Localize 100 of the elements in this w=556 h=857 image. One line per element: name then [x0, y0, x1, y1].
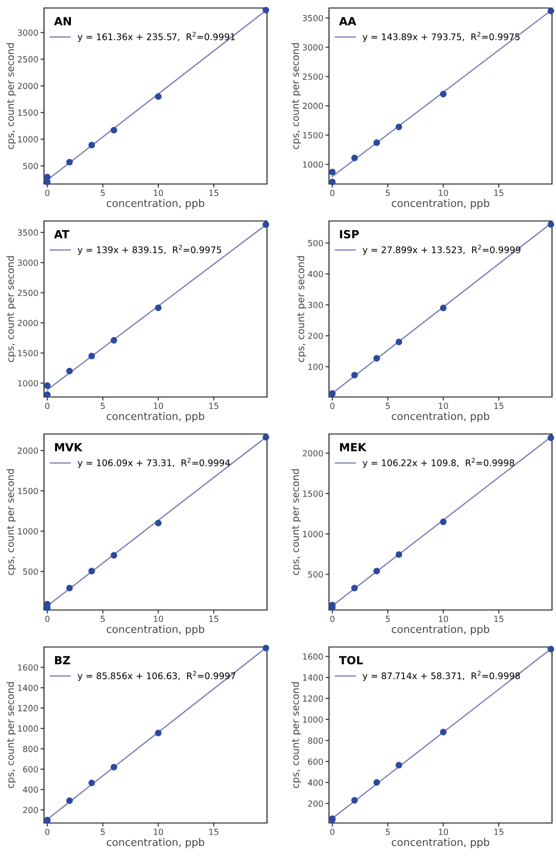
y-axis-title: cps, count per second — [6, 682, 16, 788]
x-tick-label: 10 — [438, 616, 448, 622]
y-tick-label: 2000 — [18, 82, 38, 90]
legend-label: y = 161.36x + 235.57, R$^{2}$=0.9991 — [78, 32, 235, 42]
y-tick-label: 1000 — [18, 725, 38, 732]
y-tick-label: 1400 — [303, 674, 323, 681]
y-tick-label: 2500 — [302, 74, 323, 80]
y-axis-title: cps, count per second — [296, 256, 306, 362]
x-tick-label: 10 — [154, 828, 164, 836]
x-axis-title: concentration, ppb — [106, 838, 204, 848]
y-tick-label: 400 — [22, 786, 38, 793]
x-tick-label: 15 — [209, 616, 218, 622]
legend-label: y = 27.899x + 13.523, R$^{2}$=0.9999 — [362, 244, 520, 255]
x-tick-label: 5 — [386, 402, 390, 410]
x-tick-label: 15 — [209, 402, 218, 410]
text: AA — [339, 17, 356, 26]
y-axis-title: cps, count per second — [6, 469, 16, 576]
y-axis-title: cps, count per second — [291, 682, 301, 788]
x-tick-label: 10 — [438, 828, 448, 836]
y-tick-label: 1600 — [303, 653, 323, 660]
x-tick-label: 15 — [209, 190, 218, 196]
x-tick-label: 0 — [45, 190, 50, 196]
y-tick-label: 2500 — [18, 290, 38, 296]
x-tick-label: 10 — [438, 402, 448, 410]
x-tick-label: 10 — [438, 190, 448, 196]
y-tick-label: 100 — [308, 364, 323, 370]
x-axis-title: concentration, ppb — [106, 625, 204, 636]
x-tick-label: 0 — [330, 402, 334, 410]
x-tick-label: 10 — [154, 402, 164, 410]
y-tick-label: 1200 — [303, 695, 323, 702]
y-tick-label: 500 — [23, 162, 38, 170]
y-tick-label: 300 — [308, 302, 323, 308]
y-tick-label: 200 — [308, 800, 323, 807]
x-tick-label: 0 — [330, 828, 334, 836]
y-tick-label: 1000 — [18, 136, 38, 142]
y-tick-label: 2000 — [302, 450, 323, 456]
x-tick-label: 5 — [100, 402, 105, 410]
y-tick-label: 800 — [308, 737, 323, 744]
text: ISP — [340, 230, 359, 238]
y-tick-label: 3000 — [302, 44, 323, 51]
y-tick-label: 3500 — [302, 14, 323, 22]
x-tick-label: 5 — [386, 828, 390, 836]
y-tick-label: 2000 — [18, 448, 38, 454]
y-tick-label: 1500 — [303, 490, 323, 497]
text: MEK — [340, 443, 367, 452]
legend-label: y = 106.22x + 109.8, R$^{2}$=0.9998 — [362, 458, 514, 468]
x-axis-title: concentration, ppb — [106, 412, 204, 422]
x-tick-label: 10 — [154, 616, 164, 622]
y-tick-label: 200 — [308, 332, 323, 340]
legend-label: y = 139x + 839.15, R$^{2}$=0.9975 — [78, 244, 222, 255]
y-axis-title: cps, count per second — [291, 469, 301, 576]
y-tick-label: 600 — [308, 758, 323, 765]
legend-label: y = 87.714x + 58.371, R$^{2}$=0.9998 — [362, 670, 520, 681]
y-tick-label: 400 — [308, 779, 323, 786]
y-tick-label: 2500 — [18, 56, 38, 62]
x-tick-label: 15 — [494, 190, 504, 196]
y-tick-label: 1000 — [18, 528, 38, 534]
y-tick-label: 500 — [308, 240, 323, 246]
x-tick-label: 15 — [494, 828, 504, 836]
y-tick-label: 2000 — [18, 320, 38, 326]
y-tick-label: 3500 — [18, 229, 38, 236]
y-tick-label: 800 — [23, 746, 38, 752]
x-axis-title: concentration, ppb — [392, 838, 490, 848]
y-tick-label: 1500 — [18, 350, 38, 356]
y-axis-title: cps, count per second — [6, 256, 16, 362]
x-tick-label: 0 — [330, 190, 334, 196]
y-tick-label: 2000 — [302, 102, 323, 110]
y-tick-label: 1500 — [18, 488, 38, 494]
x-tick-label: 15 — [494, 402, 504, 410]
y-axis-title: cps, count per second — [6, 43, 16, 150]
legend-label: y = 85.856x + 106.63, R$^{2}$=0.9997 — [78, 670, 236, 681]
x-tick-label: 0 — [45, 402, 50, 410]
y-tick-label: 500 — [23, 568, 38, 575]
x-tick-label: 5 — [100, 190, 105, 196]
y-tick-label: 1000 — [303, 161, 323, 168]
y-tick-label: 1500 — [18, 110, 38, 116]
y-tick-label: 1500 — [303, 132, 323, 138]
text: BZ — [55, 656, 70, 664]
y-tick-label: 600 — [23, 766, 38, 772]
text: MVK — [55, 443, 83, 452]
x-tick-label: 15 — [209, 828, 218, 836]
y-tick-label: 1000 — [303, 530, 323, 538]
y-tick-label: 3000 — [18, 30, 38, 36]
x-axis-title: concentration, ppb — [392, 412, 490, 422]
x-axis-title: concentration, ppb — [106, 199, 204, 210]
legend-label: y = 143.89x + 793.75, R$^{2}$=0.9975 — [362, 32, 520, 42]
text: AT — [54, 230, 70, 238]
text: AN — [54, 17, 71, 26]
x-tick-label: 10 — [154, 190, 164, 196]
x-axis-title: concentration, ppb — [392, 199, 490, 210]
y-tick-label: 1600 — [18, 664, 38, 671]
x-tick-label: 5 — [100, 616, 105, 622]
x-tick-label: 0 — [45, 828, 50, 836]
y-tick-label: 500 — [308, 571, 323, 578]
x-tick-label: 15 — [494, 616, 504, 622]
y-tick-label: 1000 — [18, 380, 38, 386]
y-tick-label: 3000 — [18, 260, 38, 266]
text: TOL — [339, 656, 363, 664]
y-tick-label: 400 — [308, 270, 323, 278]
y-axis-title: cps, count per second — [291, 43, 301, 150]
